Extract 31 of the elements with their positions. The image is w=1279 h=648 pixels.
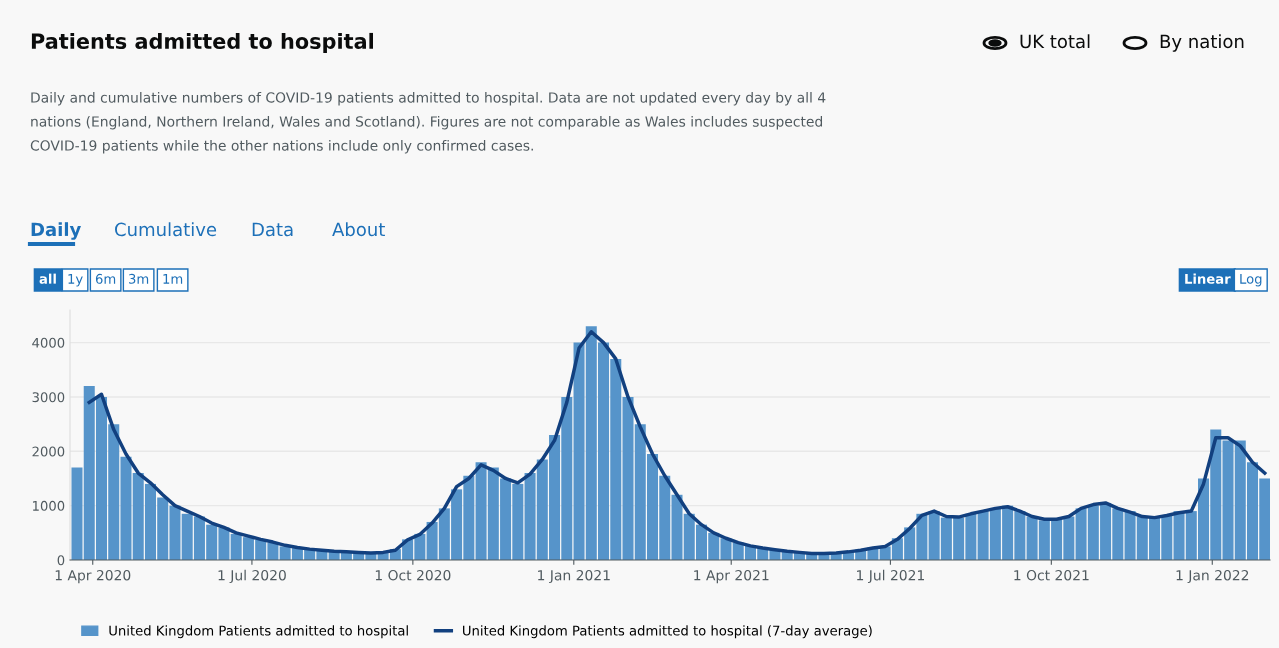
- text: all: [39, 273, 56, 284]
- y-tick-label: 4000: [32, 337, 65, 348]
- chart-subtitle: Daily and cumulative numbers of COVID-19 patients admitted to hospital. Data are not updated every day by all 4 nations (England, Northern Ireland, Wales and Scotland). Figures are not comparable as Wales includes suspected COVID-19 patients while the other nations include only confirmed cases.: [30, 92, 826, 154]
- text: 6m: [95, 273, 116, 284]
- y-tick-label: 0: [57, 555, 65, 566]
- x-tick-label: 1 Oct 2020: [375, 569, 451, 581]
- text: About: [332, 222, 385, 237]
- y-tick-label: 1000: [33, 500, 65, 511]
- legend-label: United Kingdom Patients admitted to hospital (7-day average): [463, 625, 872, 639]
- x-tick-label: 1 Jan 2021: [538, 569, 610, 584]
- text: 1y: [68, 274, 83, 287]
- x-tick-label: 1 Jul 2021: [857, 569, 925, 584]
- text: 1m: [163, 274, 183, 284]
- text: Data: [252, 222, 293, 237]
- x-tick-label: 1 Apr 2020: [55, 569, 131, 584]
- text: By nation: [1160, 34, 1244, 52]
- line-series: [87, 330, 1267, 556]
- y-tick-label: 3000: [32, 392, 65, 403]
- y-tick-label: 2000: [32, 446, 65, 457]
- text: Log: [1240, 274, 1262, 287]
- x-tick-label: 1 Jul 2020: [218, 569, 286, 584]
- text: Daily: [31, 222, 81, 240]
- x-tick-label: 1 Oct 2021: [1014, 569, 1089, 581]
- text: UK total: [1020, 34, 1090, 49]
- text: Cumulative: [115, 222, 217, 237]
- x-tick-label: 1 Apr 2021: [694, 569, 769, 584]
- text: 3m: [129, 273, 149, 284]
- text: Linear: [1185, 273, 1231, 284]
- chart-title: Patients admitted to hospital: [31, 32, 374, 54]
- x-tick-label: 1 Jan 2022: [1176, 569, 1249, 584]
- legend-label: United Kingdom Patients admitted to hospital: [109, 625, 408, 639]
